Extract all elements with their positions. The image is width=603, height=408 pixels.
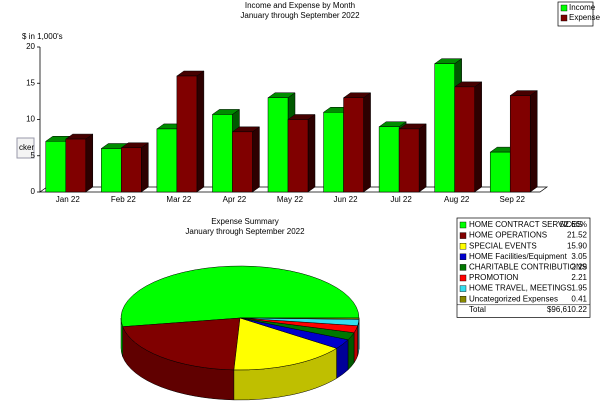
bar (454, 86, 475, 193)
y-tick-label: 20 (26, 42, 35, 51)
pie-slice (233, 317, 338, 371)
legend-swatch (459, 221, 467, 229)
y-tick-label: 0 (31, 187, 36, 196)
bar (212, 114, 233, 193)
legend-label: HOME Facilities/Equipment (469, 252, 568, 261)
pie-slice (120, 265, 360, 327)
chart-subtitle: January through September 2022 (240, 11, 360, 20)
x-tick-label: Feb 22 (111, 195, 136, 204)
x-tick-label: Mar 22 (166, 195, 191, 204)
bar-side (529, 90, 538, 193)
legend-swatch (459, 242, 467, 250)
legend-value: 2.29 (571, 263, 587, 272)
bar (489, 151, 511, 193)
legend-value: 3.05 (571, 252, 587, 261)
bar (287, 119, 309, 193)
chart-subtitle: January through September 2022 (185, 227, 305, 236)
x-tick-label: May 22 (277, 195, 304, 204)
chart-title: Income and Expense by Month (245, 1, 355, 10)
x-tick-label: Jan 22 (56, 195, 81, 204)
y-tick-label: 15 (26, 78, 35, 87)
legend-swatch (459, 264, 467, 271)
legend-swatch (560, 4, 568, 12)
legend-label: Uncategorized Expenses (469, 294, 558, 303)
bar-side (418, 123, 427, 193)
legend-swatch (459, 232, 467, 239)
bar (65, 138, 87, 193)
bar (434, 63, 455, 193)
x-tick-label: Sep 22 (500, 195, 526, 204)
legend-value: 15.90 (567, 241, 588, 250)
bar-side (141, 142, 149, 193)
legend-swatch (560, 14, 568, 22)
legend-value: 1.95 (571, 284, 587, 293)
bar (121, 147, 142, 193)
bar-side (474, 81, 482, 193)
bar (101, 148, 122, 193)
y-tick-label: 5 (31, 151, 36, 160)
pie-slice (239, 317, 360, 320)
bar-side (307, 114, 316, 193)
legend-value: 52.66% (560, 220, 587, 229)
bar-side (252, 126, 260, 193)
bar (45, 141, 67, 193)
legend-swatch (459, 253, 467, 261)
legend-swatch (459, 296, 467, 303)
legend-label: CHARITABLE CONTRIBUTIONS (469, 263, 587, 272)
bar (398, 128, 420, 193)
legend-swatch (459, 285, 467, 292)
legend-label: HOME CONTRACT SERVICES (469, 220, 582, 229)
x-tick-label: Jul 22 (390, 195, 412, 204)
x-tick-label: Apr 22 (223, 195, 247, 204)
legend-value: 21.52 (567, 231, 588, 240)
bar-side (363, 92, 371, 193)
bar (509, 95, 531, 193)
legend-label: HOME TRAVEL, MEETINGS (469, 284, 572, 293)
legend-swatch (459, 274, 467, 282)
pie-slice (122, 317, 241, 371)
chart-title: Expense Summary (211, 217, 279, 226)
side-tab-label: cker (19, 143, 34, 152)
legend-value: 0.41 (571, 294, 587, 303)
legend-label: Expense (569, 13, 601, 22)
bar (232, 131, 253, 193)
y-tick-label: 10 (26, 115, 35, 124)
bar (323, 112, 344, 193)
bar (267, 97, 289, 193)
legend-label: SPECIAL EVENTS (469, 241, 537, 250)
bar-side (196, 70, 205, 193)
total-value: $96,610.22 (547, 305, 588, 314)
bar (156, 128, 178, 193)
legend-value: 2.21 (571, 273, 587, 282)
total-label: Total (469, 305, 486, 314)
legend-label: HOME OPERATIONS (469, 231, 547, 240)
bar-side (85, 133, 94, 193)
y-axis-label: $ in 1,000's (22, 32, 63, 41)
legend-label: PROMOTION (469, 273, 519, 282)
legend-label: Income (569, 3, 596, 12)
legend-box (456, 217, 591, 318)
x-tick-label: Aug 22 (444, 195, 470, 204)
x-tick-label: Jun 22 (334, 195, 359, 204)
bar (343, 97, 364, 193)
bar (176, 75, 198, 193)
bar (378, 126, 400, 193)
side-tab[interactable] (16, 137, 35, 159)
